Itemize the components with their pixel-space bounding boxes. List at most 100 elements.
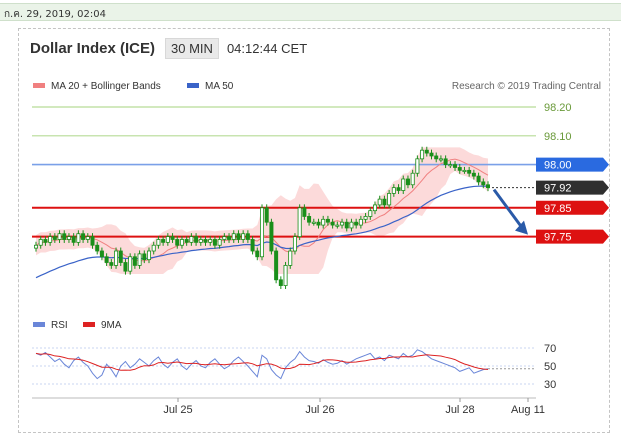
candle-body [438, 158, 443, 161]
x-tick-label-jul-25: Jul 25 [163, 404, 192, 416]
time-label: 04:12:44 CET [226, 40, 308, 56]
candle-body [99, 250, 104, 258]
candle-body [208, 239, 213, 243]
candle-body [292, 236, 297, 252]
candle-body [151, 244, 156, 252]
rsi-pane: 70 50 30 [32, 343, 556, 391]
candle-body [114, 250, 119, 266]
candle-body [156, 239, 161, 246]
candle-body [302, 207, 307, 217]
candle-body [316, 221, 321, 226]
candle-body [76, 233, 81, 243]
ma20-legend-label: MA 20 + Bollinger Bands [51, 81, 161, 92]
rsi-line [35, 349, 489, 380]
candle-body [123, 262, 128, 272]
forecast-arrow-head [515, 220, 528, 235]
rsi-legend-label: RSI [51, 320, 68, 331]
level-label-box-98.00 [536, 157, 609, 172]
candle-body [52, 236, 57, 240]
candle-body [349, 221, 354, 229]
ma50-legend-swatch [187, 83, 199, 88]
candle-body [203, 239, 208, 243]
candle-body [212, 239, 217, 246]
candle-body [81, 233, 86, 240]
rsi-ma-legend-label: 9MA [101, 320, 122, 331]
level-label-98.00: 98.00 [544, 160, 572, 172]
candle-body [245, 233, 250, 240]
candle-body [485, 184, 490, 189]
candle-body [405, 178, 410, 186]
ma50-legend-label: MA 50 [205, 81, 234, 92]
candle-body [321, 218, 326, 226]
candle-body [278, 279, 283, 286]
candle-body [457, 167, 462, 171]
candle-body [335, 224, 340, 227]
candle-body [330, 221, 335, 226]
research-credit: Research © 2019 Trading Central [452, 81, 601, 92]
candle-body [227, 236, 232, 240]
candle-body [184, 239, 189, 243]
level-label-97.85: 97.85 [544, 203, 572, 215]
candle-body [57, 233, 62, 240]
level-label-97.75: 97.75 [544, 232, 572, 244]
candle-body [354, 221, 359, 226]
candle-body [222, 236, 227, 240]
rsi-ma-legend-swatch [83, 322, 95, 327]
forecast-arrow [492, 188, 524, 229]
level-label-98.10: 98.10 [544, 131, 572, 143]
level-label-box-97.75 [536, 229, 609, 244]
candle-body [128, 256, 133, 272]
x-axis-ticks: Jul 25 Jul 26 Jul 28 Aug 11 [163, 398, 545, 416]
x-tick-label-jul-28: Jul 28 [445, 404, 474, 416]
candle-body [297, 207, 302, 238]
candle-body [34, 244, 39, 249]
candle-body [377, 198, 382, 206]
candle-body [165, 236, 170, 243]
level-label-98.20: 98.20 [544, 102, 572, 114]
level-labels: 98.20 98.10 98.00 97.92 97.85 97.75 [536, 102, 609, 244]
candle-body [415, 158, 420, 174]
candle-body [311, 221, 316, 224]
candle-body [382, 198, 387, 206]
level-label-97.92: 97.92 [544, 183, 572, 195]
instrument-title: Dollar Index (ICE) [30, 39, 156, 57]
candle-body [410, 172, 415, 186]
candle-body [443, 158, 448, 165]
candle-body [467, 169, 472, 174]
candle-body [104, 256, 109, 263]
candle-body [170, 236, 175, 240]
price-levels [32, 106, 536, 238]
candle-body [85, 236, 90, 240]
candle-body [420, 149, 425, 160]
candle-body [194, 236, 199, 243]
candle-body [340, 221, 345, 226]
candle-body [175, 239, 180, 246]
timestamp-text: ก.ค. 29, 2019, 02:04 [4, 9, 106, 20]
candle-body [363, 216, 368, 220]
x-tick-label-jul-26: Jul 26 [305, 404, 334, 416]
candle-body [476, 175, 481, 183]
candle-body [71, 236, 76, 243]
candle-body [358, 218, 363, 226]
candle-body [462, 169, 467, 172]
rsi-tick-30: 30 [544, 379, 556, 391]
timestamp-bar: ก.ค. 29, 2019, 02:04 [0, 3, 621, 21]
candles [34, 146, 490, 290]
candle-body [274, 250, 279, 281]
candle-body [146, 250, 151, 261]
candle-body [372, 204, 377, 212]
interval-badge[interactable]: 30 MIN [165, 37, 219, 59]
candle-body [90, 236, 95, 246]
candle-body [66, 236, 71, 240]
candle-body [424, 149, 429, 154]
level-label-box-97.85 [536, 200, 609, 215]
candle-body [269, 221, 274, 252]
candle-body [448, 164, 453, 167]
candle-body [109, 262, 114, 266]
candle-body [38, 239, 43, 246]
candle-body [142, 253, 147, 261]
candle-body [62, 233, 67, 240]
candle-body [95, 244, 100, 252]
candle-body [307, 216, 312, 223]
